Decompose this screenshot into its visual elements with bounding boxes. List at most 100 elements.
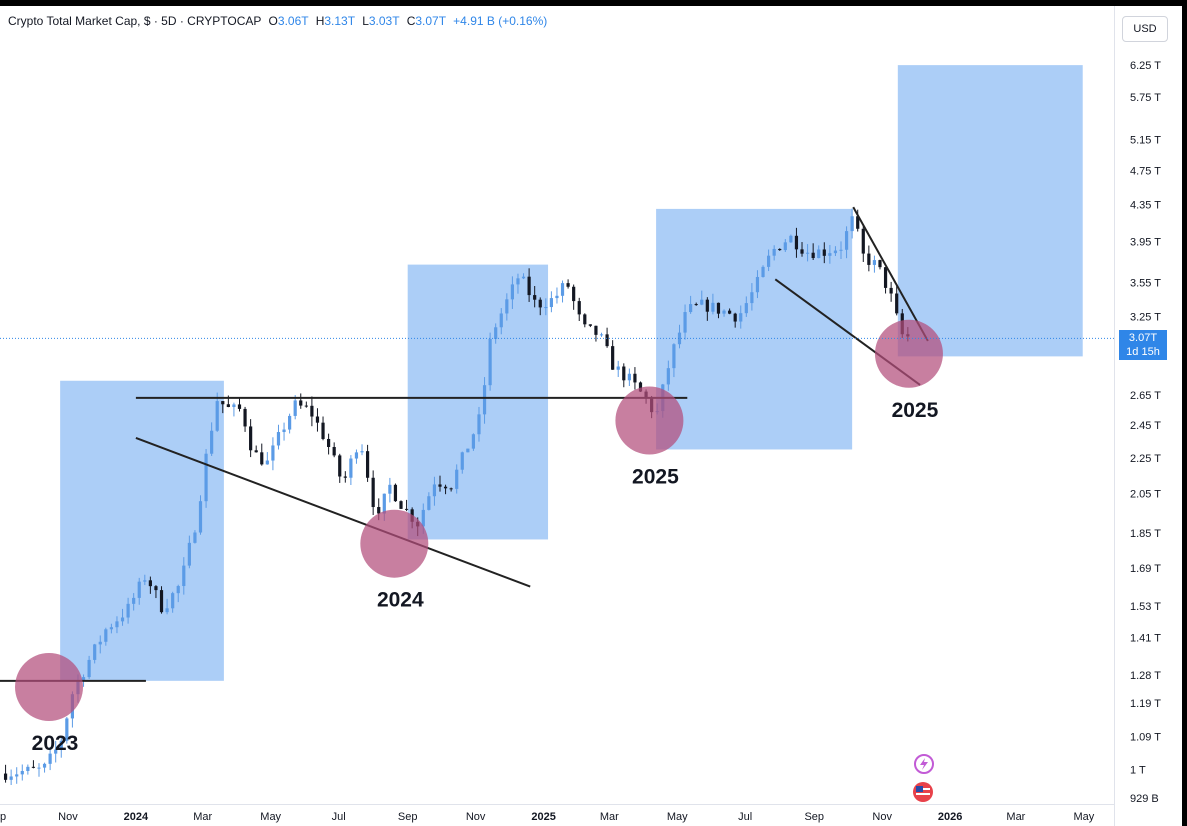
time-tick-label: Sep [804, 811, 824, 823]
candle-body [254, 450, 258, 453]
year-label: 2025 [892, 399, 939, 422]
candle-body [572, 286, 576, 302]
candle-body [722, 310, 726, 314]
candle-body [538, 299, 542, 308]
time-tick-label: Nov [58, 811, 78, 823]
year-label: 2023 [32, 732, 79, 755]
time-tick-label: Nov [466, 811, 486, 823]
candle-body [421, 509, 425, 527]
candle-body [226, 404, 230, 408]
time-tick-label: 2025 [531, 811, 555, 823]
high-label: H [315, 14, 325, 28]
close-value: 3.07T [415, 14, 446, 28]
candle-body [638, 382, 643, 392]
symbol-title: Crypto Total Market Cap, $ · 5D · CRYPTO… [8, 14, 262, 28]
candle-body [282, 429, 286, 433]
lightning-icon[interactable] [914, 754, 934, 774]
open-value: 3.06T [277, 14, 309, 28]
time-tick-label: Jul [738, 811, 752, 823]
candle-body [566, 283, 570, 287]
candle-body [31, 766, 36, 768]
candle-body [98, 641, 102, 645]
price-tick-label: 3.95 T [1130, 237, 1161, 249]
candle-body [59, 740, 63, 750]
candle-body [126, 603, 130, 618]
candle-body [159, 590, 164, 613]
candle-body [527, 276, 531, 296]
current-price-value: 3.07T [1128, 332, 1158, 345]
candle-body [482, 385, 487, 415]
candle-body [3, 773, 8, 780]
price-tick-label: 3.25 T [1130, 312, 1161, 324]
projection-box [897, 65, 1083, 357]
flag-icon[interactable] [913, 782, 933, 802]
candle-body [716, 302, 721, 314]
candle-body [81, 677, 86, 682]
candle-body [772, 248, 776, 256]
candle-body [778, 248, 782, 251]
candle-body [455, 469, 459, 489]
highlight-circle [874, 319, 943, 388]
candle-body [761, 266, 765, 277]
price-tick-label: 1 T [1130, 765, 1146, 777]
candle-body [15, 774, 19, 777]
price-tick-label: 1.53 T [1130, 601, 1161, 613]
candle-body [388, 484, 392, 494]
candle-body [393, 484, 398, 502]
highlight-circle [615, 386, 684, 455]
candle-body [276, 432, 281, 446]
price-tick-label: 1.69 T [1130, 563, 1161, 575]
price-tick-label: 1.41 T [1130, 633, 1161, 645]
currency-button[interactable]: USD [1122, 16, 1168, 42]
candle-body [521, 276, 526, 279]
candle-body [822, 249, 826, 256]
time-tick-label: Mar [600, 811, 619, 823]
candle-body [844, 231, 849, 250]
markers: 2023 2024 2025 2025 [15, 319, 943, 755]
candle-body [310, 405, 314, 417]
candle-body [878, 260, 882, 268]
candle-body [733, 313, 737, 322]
candle-body [627, 373, 631, 381]
change-value: +4.91 B (+0.16%) [453, 14, 548, 28]
candle-body [237, 404, 242, 409]
candle-body [360, 451, 364, 453]
candle-body [349, 458, 353, 478]
candle-body [488, 338, 492, 386]
candle-body [555, 295, 559, 299]
candle-body [599, 334, 604, 336]
candle-body [193, 532, 197, 543]
candle-body [427, 496, 431, 510]
chart-canvas[interactable]: 2023 2024 2025 2025 6.25 T 5.75 T 5.15 T 4.75 … [0, 6, 1182, 826]
current-price-label: 3.07T 1d 15h [1119, 330, 1167, 361]
candle-body [260, 452, 264, 465]
candle-body [666, 368, 670, 385]
price-tick-label: 1.28 T [1130, 670, 1161, 682]
price-tick-label: 2.45 T [1130, 420, 1161, 432]
price-tick-label: 5.75 T [1130, 92, 1161, 104]
candle-body [443, 486, 448, 489]
price-tick-label: 4.75 T [1130, 166, 1161, 178]
time-tick-label: 2026 [938, 811, 962, 823]
projection-box [60, 380, 224, 681]
candle-body [365, 451, 370, 478]
time-axis-border [0, 804, 1114, 805]
trendlines [0, 206, 929, 682]
candle-body [132, 597, 136, 604]
candle-body [171, 593, 175, 609]
candle-body [338, 455, 342, 477]
candle-body [739, 313, 743, 322]
candle-body [271, 445, 275, 461]
candle-body [87, 659, 91, 678]
candle-body [683, 312, 687, 333]
candle-body [265, 460, 269, 465]
candle-body [783, 242, 787, 251]
symbol-header: Crypto Total Market Cap, $ · 5D · CRYPTO… [8, 14, 547, 28]
candle-body [210, 430, 214, 454]
year-label: 2024 [377, 589, 424, 612]
candle-body [343, 476, 347, 478]
candle-body [750, 292, 754, 304]
candle-body [516, 278, 520, 285]
candle-body [293, 400, 297, 416]
candle-body [9, 776, 13, 780]
